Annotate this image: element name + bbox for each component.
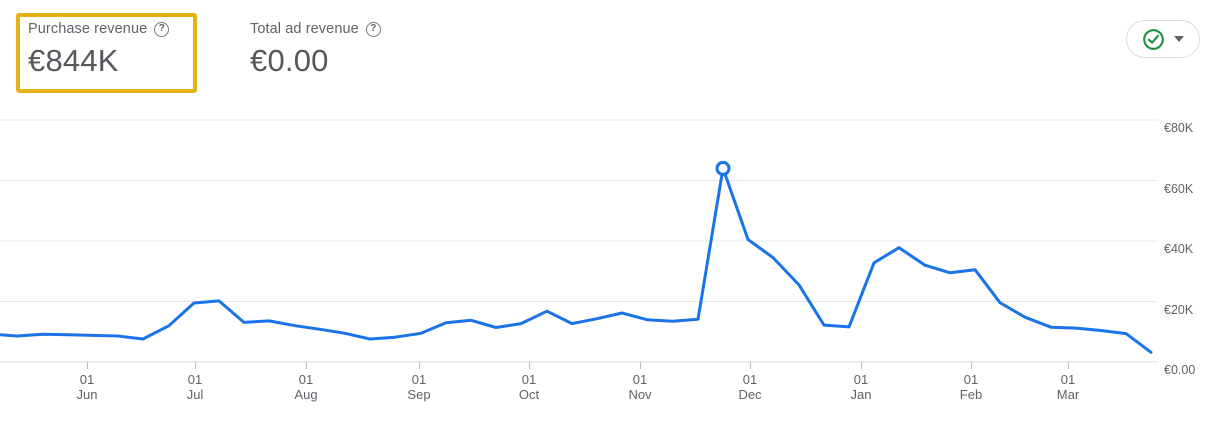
metric-label: Purchase revenue	[28, 21, 148, 37]
metric-label: Total ad revenue	[250, 21, 359, 37]
y-axis-tick-label: €60K	[1164, 181, 1194, 196]
x-axis-tick-mark	[750, 362, 751, 369]
x-axis-tick-mark	[529, 362, 530, 369]
x-axis-tick-label: 01 Feb	[959, 372, 983, 402]
chart-status-button[interactable]	[1126, 20, 1200, 58]
chevron-down-icon	[1174, 36, 1184, 42]
x-axis-tick-label: 01 Jun	[76, 372, 98, 402]
x-axis-tick-label: 01 Aug	[294, 372, 318, 402]
metric-card-total-ad-revenue[interactable]: Total ad revenue ? €0.00	[250, 21, 420, 93]
y-axis-tick-label: €40K	[1164, 242, 1194, 256]
metric-value: €0.00	[250, 43, 329, 78]
x-axis-tick-label: 01 Sep	[407, 372, 431, 402]
metric-card-purchase-revenue[interactable]: Purchase revenue ? €844K	[16, 13, 197, 93]
help-icon[interactable]: ?	[365, 21, 381, 37]
x-axis-tick-mark	[195, 362, 196, 369]
x-axis-tick-mark	[971, 362, 972, 369]
x-axis-tick-mark	[419, 362, 420, 369]
help-icon[interactable]: ?	[154, 21, 170, 37]
x-axis-tick-mark	[87, 362, 88, 369]
y-axis-tick-label: €80K	[1164, 121, 1194, 135]
metric-value: €844K	[28, 43, 119, 78]
x-axis-tick-mark	[1068, 362, 1069, 369]
x-axis-tick-label: 01 Jan	[850, 372, 872, 402]
x-axis-tick-label: 01 Nov	[628, 372, 652, 402]
highlighted-data-point-marker[interactable]	[715, 160, 731, 176]
y-axis-tick-label: €0.00	[1164, 363, 1196, 377]
x-axis-tick-mark	[306, 362, 307, 369]
chart-plot-area[interactable]	[0, 112, 1158, 380]
y-axis-tick-label: €20K	[1164, 302, 1194, 317]
x-axis-tick-label: 01 Dec	[738, 372, 762, 402]
x-axis-tick-mark	[640, 362, 641, 369]
check-circle-icon	[1143, 28, 1164, 50]
revenue-line-series[interactable]	[0, 166, 1153, 354]
x-axis-tick-mark	[861, 362, 862, 369]
x-axis-tick-label: 01 Jul	[186, 372, 204, 402]
x-axis-tick-label: 01 Mar	[1056, 372, 1080, 402]
x-axis-tick-label: 01 Oct	[518, 372, 540, 402]
